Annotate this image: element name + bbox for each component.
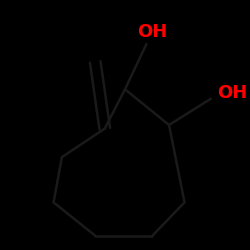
Text: OH: OH	[137, 23, 168, 41]
Text: OH: OH	[217, 84, 247, 102]
